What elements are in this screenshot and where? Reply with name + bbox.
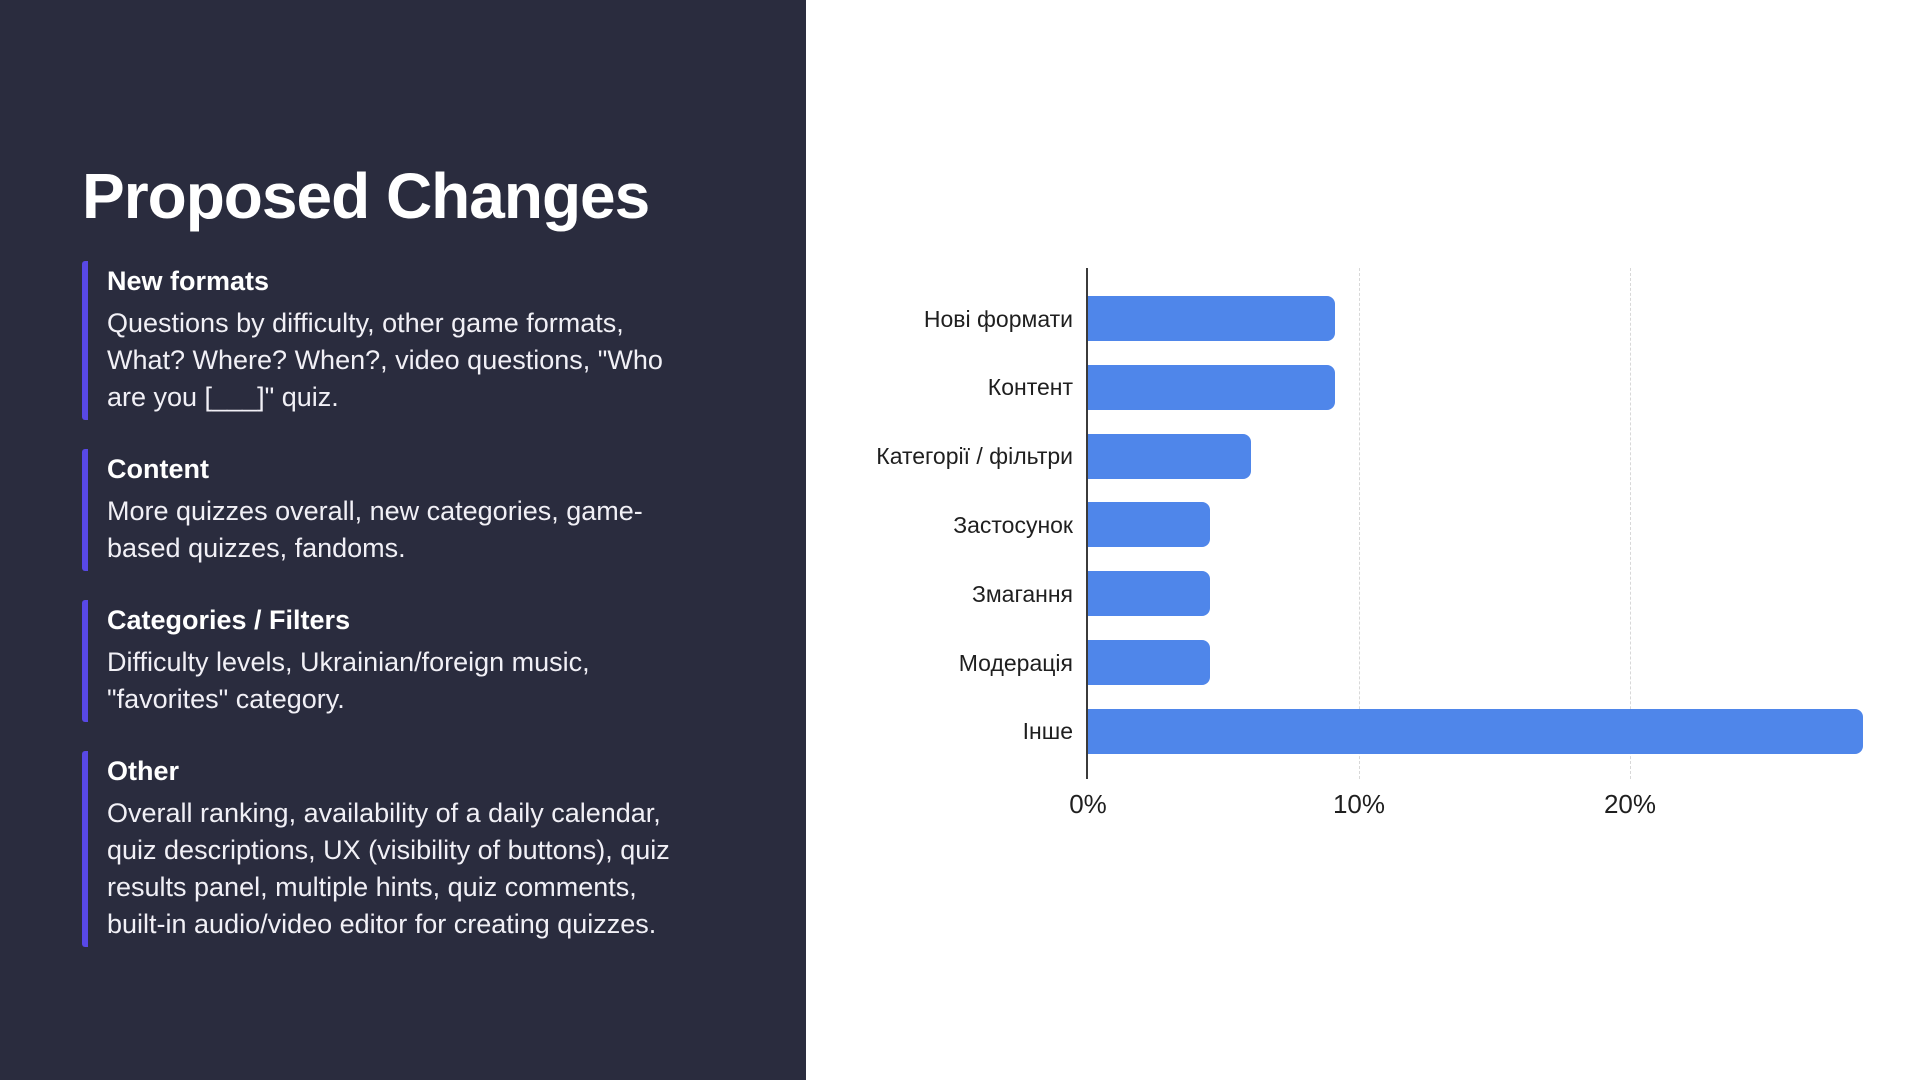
section-new-formats: New formats Questions by difficulty, othe… <box>82 261 736 420</box>
gridline-20 <box>1630 268 1631 779</box>
bar-4 <box>1088 502 1210 548</box>
bar-5 <box>1088 571 1210 617</box>
category-label: Інше <box>1022 718 1073 745</box>
chart-area: 0% 10% 20% Нові формати Контент Категорії / ф… <box>806 0 1920 1080</box>
sections-list: New formats Questions by difficulty, othe… <box>82 261 736 947</box>
section-body: Difficulty levels, Ukrainian/foreign mus… <box>107 647 590 714</box>
bar-1 <box>1088 296 1335 341</box>
category-label: Нові формати <box>923 305 1073 332</box>
section-heading: Other <box>107 756 180 786</box>
x-tick-label: 0% <box>1069 789 1107 819</box>
section-heading: Categories / Filters <box>107 605 351 635</box>
category-label: Застосунок <box>953 511 1073 538</box>
section-other: Other Overall ranking, availability of a … <box>82 751 736 947</box>
bar-6 <box>1088 640 1210 685</box>
bar-chart-plot: 0% 10% 20% Нові формати Контент Категорії / ф… <box>876 268 1899 819</box>
category-label: Модерація <box>958 649 1073 676</box>
section-body: Questions by difficulty, other game form… <box>107 308 663 412</box>
left-panel: Proposed Changes New formats Questions by… <box>0 0 806 1080</box>
bar-3 <box>1088 433 1251 479</box>
section-body: More quizzes overall, new categories, ga… <box>107 496 643 563</box>
section-heading: Content <box>107 454 209 484</box>
category-label: Змагання <box>971 580 1073 607</box>
section-categories-filters: Categories / Filters Difficulty levels, U… <box>82 600 736 722</box>
bar-7 <box>1088 708 1864 754</box>
section-body: Overall ranking, availability of a daily… <box>107 798 670 939</box>
x-tick-label: 10% <box>1332 789 1386 819</box>
slide-title: Proposed Changes <box>82 160 650 232</box>
gridline-10 <box>1359 268 1360 779</box>
section-heading: New formats <box>107 266 270 296</box>
bar-2 <box>1088 364 1335 410</box>
section-content: Content More quizzes overall, new categor… <box>82 449 736 571</box>
category-label: Категорії / фільтри <box>876 443 1073 470</box>
category-label: Контент <box>987 374 1073 401</box>
x-tick-label: 20% <box>1603 789 1657 819</box>
